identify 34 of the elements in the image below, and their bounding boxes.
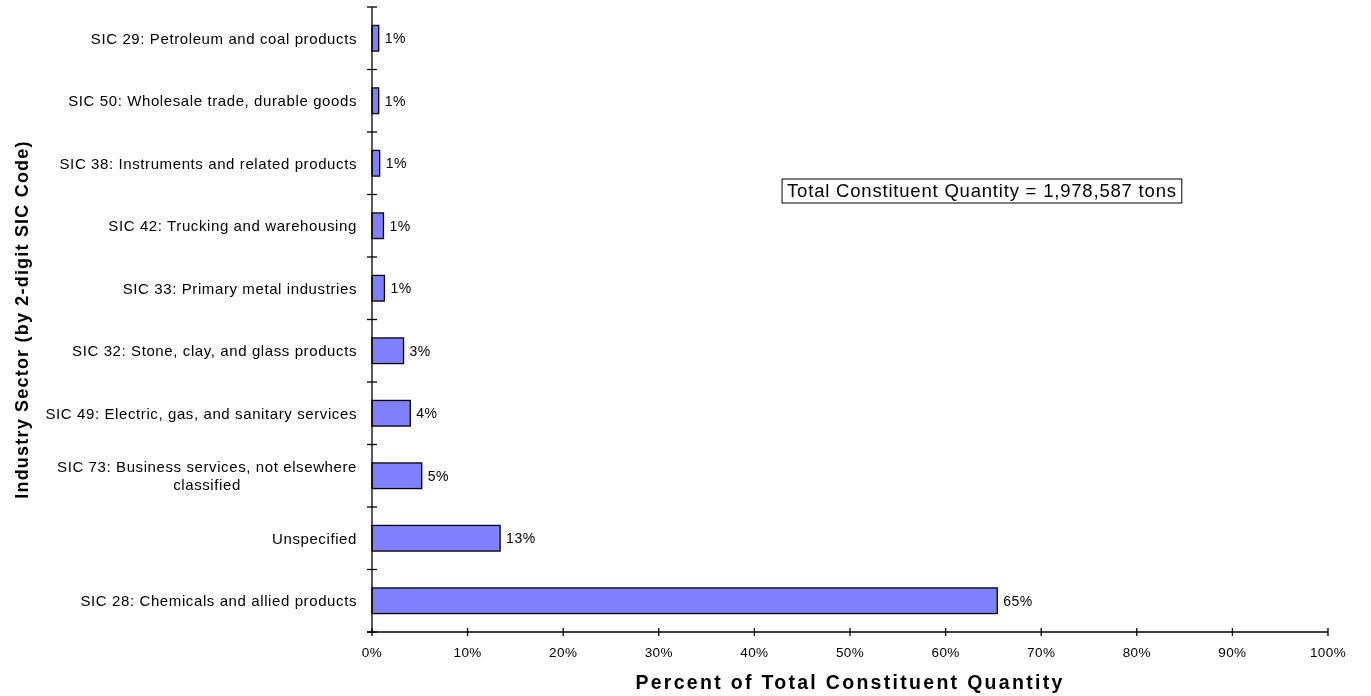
x-axis-title: Percent of Total Constituent Quantity bbox=[635, 671, 1065, 693]
y-tick-label: SIC 49: Electric, gas, and sanitary services bbox=[45, 404, 358, 422]
data-label: 65% bbox=[1003, 592, 1033, 609]
x-tick-label: 90% bbox=[1218, 645, 1247, 660]
annotation: Total Constituent Quantity = 1,978,587 tons bbox=[787, 180, 1177, 202]
y-tick-label: SIC 38: Instruments and related products bbox=[59, 154, 357, 172]
y-tick-label: SIC 33: Primary metal industries bbox=[122, 279, 358, 297]
x-tick-label: 50% bbox=[835, 645, 865, 660]
x-tick-label: 40% bbox=[740, 645, 769, 660]
y-tick-label: SIC 42: Trucking and warehousing bbox=[108, 217, 357, 234]
data-label: 4% bbox=[416, 405, 438, 422]
y-tick-label: SIC 50: Wholesale trade, durable goods bbox=[68, 92, 357, 109]
x-tick-label: 60% bbox=[931, 645, 960, 660]
y-tick-label: Unspecified bbox=[272, 529, 357, 547]
x-tick-label: 20% bbox=[549, 645, 578, 660]
x-tick-label: 10% bbox=[453, 645, 482, 660]
x-tick-label: 0% bbox=[361, 645, 383, 660]
data-label: 13% bbox=[506, 530, 536, 547]
data-label: 1% bbox=[389, 217, 411, 234]
x-tick-label: 30% bbox=[644, 645, 673, 660]
data-label: 1% bbox=[384, 92, 406, 109]
data-label: 1% bbox=[390, 280, 412, 297]
x-tick-label: 100% bbox=[1309, 645, 1347, 660]
x-tick-label: 80% bbox=[1122, 645, 1151, 660]
y-tick-label: SIC 32: Stone, clay, and glass products bbox=[72, 342, 357, 359]
y-axis-title: Industry Sector (by 2-digit SIC Code) bbox=[12, 140, 32, 499]
y-tick-label: SIC 73: Business services, not elsewhere classified bbox=[57, 458, 357, 493]
data-label: 3% bbox=[409, 342, 431, 359]
y-tick-label: SIC 28: Chemicals and allied products bbox=[80, 592, 357, 609]
data-label: 1% bbox=[385, 155, 407, 172]
data-label: 5% bbox=[427, 467, 449, 484]
y-tick-label: SIC 29: Petroleum and coal products bbox=[90, 29, 357, 47]
data-label: 1% bbox=[384, 30, 406, 47]
x-tick-label: 70% bbox=[1027, 645, 1056, 660]
